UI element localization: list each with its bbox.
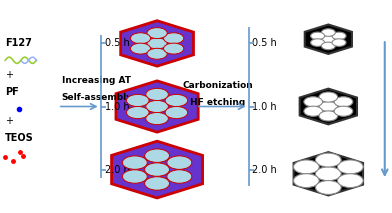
Circle shape bbox=[145, 163, 169, 176]
Circle shape bbox=[147, 28, 167, 39]
Circle shape bbox=[310, 39, 325, 46]
Text: +: + bbox=[5, 70, 13, 80]
Circle shape bbox=[127, 94, 149, 106]
Circle shape bbox=[304, 97, 323, 107]
Circle shape bbox=[310, 32, 325, 40]
Circle shape bbox=[316, 167, 341, 181]
Circle shape bbox=[146, 88, 169, 101]
Polygon shape bbox=[300, 89, 357, 124]
Circle shape bbox=[334, 97, 353, 107]
Polygon shape bbox=[121, 21, 194, 66]
Text: 2.0 h: 2.0 h bbox=[105, 165, 129, 175]
Circle shape bbox=[294, 160, 319, 174]
Text: TEOS: TEOS bbox=[5, 133, 34, 143]
Circle shape bbox=[127, 106, 149, 119]
Circle shape bbox=[321, 29, 335, 36]
Circle shape bbox=[122, 170, 147, 183]
Circle shape bbox=[167, 156, 192, 169]
Text: +: + bbox=[5, 116, 13, 126]
Circle shape bbox=[147, 48, 167, 59]
Circle shape bbox=[334, 106, 353, 116]
Circle shape bbox=[316, 181, 341, 194]
Circle shape bbox=[316, 153, 341, 167]
Circle shape bbox=[319, 92, 338, 102]
Text: Carbonization: Carbonization bbox=[182, 81, 253, 90]
Circle shape bbox=[321, 42, 335, 50]
Circle shape bbox=[131, 43, 151, 54]
Circle shape bbox=[165, 94, 188, 106]
Polygon shape bbox=[305, 24, 352, 54]
Text: Self-assembly: Self-assembly bbox=[62, 92, 133, 102]
Circle shape bbox=[147, 38, 167, 49]
Circle shape bbox=[338, 174, 363, 188]
Circle shape bbox=[332, 39, 346, 46]
Text: PF: PF bbox=[5, 87, 19, 97]
Circle shape bbox=[165, 106, 188, 119]
Circle shape bbox=[294, 174, 319, 188]
Circle shape bbox=[319, 101, 338, 112]
Text: HF etching: HF etching bbox=[190, 98, 245, 107]
Circle shape bbox=[321, 35, 335, 43]
Text: Increasing AT: Increasing AT bbox=[62, 76, 131, 85]
Circle shape bbox=[146, 100, 169, 113]
Text: 1.0 h: 1.0 h bbox=[252, 102, 277, 111]
Circle shape bbox=[304, 106, 323, 116]
Circle shape bbox=[338, 160, 363, 174]
Circle shape bbox=[131, 33, 151, 44]
Text: 0.5 h: 0.5 h bbox=[105, 38, 129, 48]
Circle shape bbox=[163, 33, 184, 44]
Circle shape bbox=[145, 177, 169, 190]
Circle shape bbox=[146, 112, 169, 125]
Polygon shape bbox=[294, 152, 363, 195]
Circle shape bbox=[163, 43, 184, 54]
Circle shape bbox=[122, 156, 147, 169]
Text: F127: F127 bbox=[5, 38, 32, 48]
Text: 0.5 h: 0.5 h bbox=[252, 38, 277, 48]
Text: 2.0 h: 2.0 h bbox=[252, 165, 277, 175]
Circle shape bbox=[167, 170, 192, 183]
Circle shape bbox=[145, 149, 169, 162]
Polygon shape bbox=[112, 141, 203, 198]
Circle shape bbox=[332, 32, 346, 40]
Circle shape bbox=[319, 111, 338, 121]
Text: 1.0 h: 1.0 h bbox=[105, 102, 129, 111]
Polygon shape bbox=[116, 81, 198, 132]
